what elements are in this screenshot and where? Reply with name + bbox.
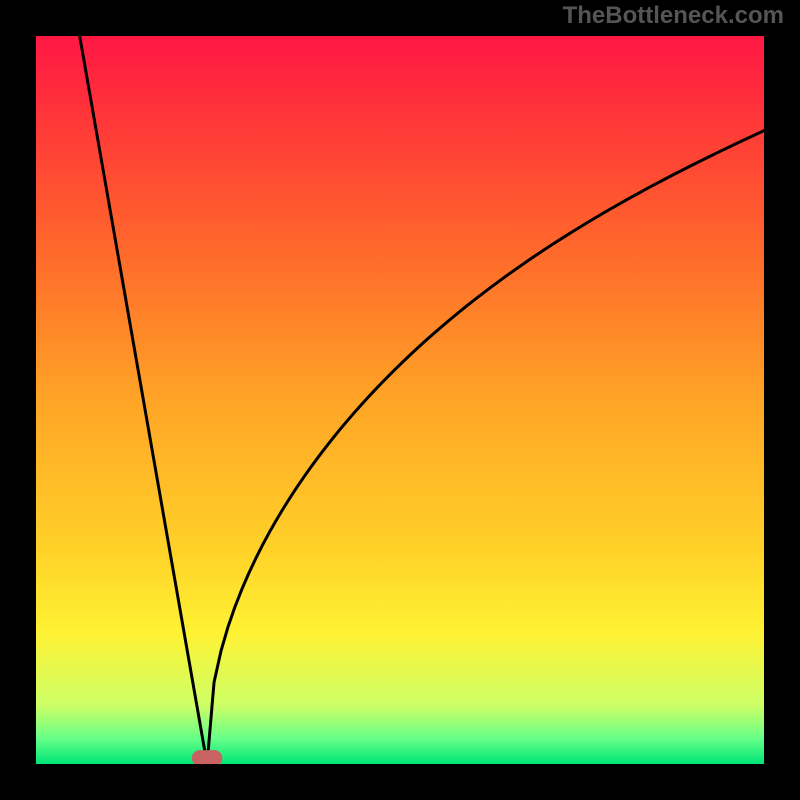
watermark-text: TheBottleneck.com bbox=[563, 2, 784, 30]
optimal-marker bbox=[192, 750, 223, 764]
chart-frame: TheBottleneck.com bbox=[0, 0, 800, 800]
plot-area bbox=[36, 36, 764, 764]
gradient-background bbox=[36, 36, 764, 764]
